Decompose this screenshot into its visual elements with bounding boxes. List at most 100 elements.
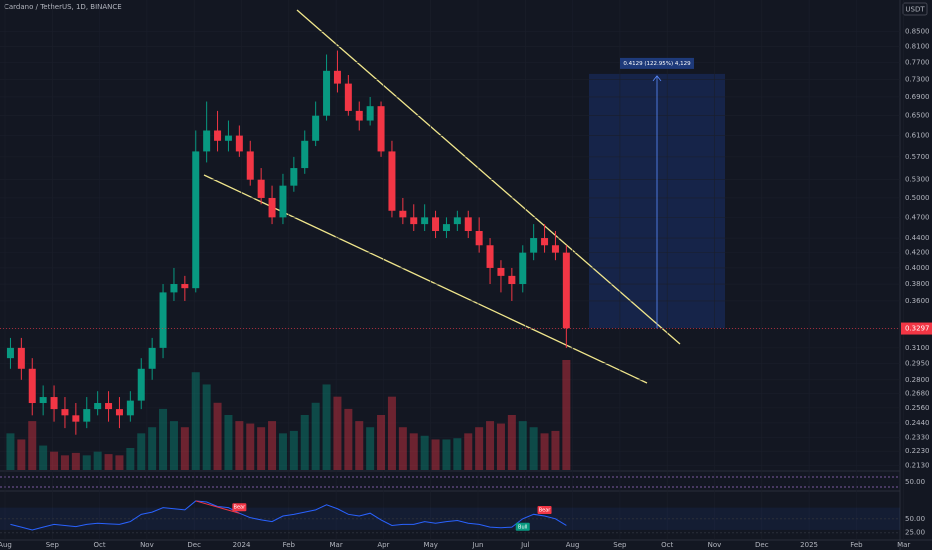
volume-bar <box>300 415 309 470</box>
candle-body <box>519 252 527 285</box>
candle-body <box>105 403 113 410</box>
volume-bar <box>17 439 26 470</box>
y-tick-label: 0.6500 <box>905 112 930 120</box>
y-tick-label: 0.3100 <box>905 344 930 352</box>
y-tick-label: 0.2680 <box>905 390 930 398</box>
volume-bar <box>202 384 211 470</box>
signal-label: Bear <box>539 508 552 514</box>
candle-body <box>192 151 200 289</box>
volume-bar <box>224 415 233 470</box>
volume-bar <box>104 454 113 470</box>
y-tick-label: 0.8100 <box>905 43 930 51</box>
y-tick-label: 0.5300 <box>905 176 930 184</box>
candle-body <box>181 284 189 289</box>
volume-bar <box>115 455 124 470</box>
rsi-tick-label: 25.00 <box>905 529 925 537</box>
candle-body <box>421 217 429 225</box>
candle-body <box>388 151 396 211</box>
candle-body <box>94 403 102 410</box>
candle-body <box>148 347 156 369</box>
volume-bar <box>71 452 80 470</box>
volume-bar <box>507 415 516 470</box>
candle-body <box>432 217 440 232</box>
volume-bar <box>268 421 277 470</box>
y-tick-label: 0.7700 <box>905 59 930 67</box>
candle-body <box>257 179 265 198</box>
candle-body <box>50 397 58 410</box>
volume-bar <box>93 451 102 470</box>
volume-bar <box>529 427 538 470</box>
candle-body <box>28 368 36 404</box>
volume-bar <box>420 435 429 470</box>
volume-bar <box>387 396 396 470</box>
volume-bar <box>486 421 495 470</box>
y-tick-label: 0.4400 <box>905 234 930 242</box>
currency-box <box>902 2 928 16</box>
candle-body <box>137 368 145 401</box>
position-label: 0.4129 (122.95%) 4,129 <box>623 61 691 67</box>
x-tick-label: Mar <box>329 541 342 549</box>
candle-body <box>126 400 134 416</box>
signal-box <box>232 503 247 512</box>
volume-bar <box>344 408 353 470</box>
volume-bar <box>366 427 375 470</box>
y-tick-label: 0.4000 <box>905 264 930 272</box>
volume-bar <box>159 408 168 470</box>
volume-bar <box>322 384 331 470</box>
x-tick-label: Oct <box>661 541 673 549</box>
candle-body <box>61 409 69 416</box>
last-price-label: 0.3297 <box>905 325 930 333</box>
candle-body <box>497 267 505 276</box>
y-tick-label: 0.8500 <box>905 28 930 36</box>
volume-bar <box>60 455 69 470</box>
candle-body <box>475 231 483 246</box>
y-tick-label: 0.2440 <box>905 419 930 427</box>
candle-body <box>399 210 407 218</box>
volume-bar <box>311 402 320 470</box>
trendline-lower <box>203 174 648 384</box>
candle-body <box>541 238 549 246</box>
candle-body <box>410 217 418 225</box>
x-tick-label: Apr <box>377 541 389 549</box>
candle-body <box>17 347 25 369</box>
volume-bar <box>82 455 91 470</box>
signal-box <box>515 522 530 531</box>
x-tick-label: Jun <box>472 541 484 549</box>
volume-bar <box>169 421 178 470</box>
candle-body <box>224 135 232 141</box>
candle-body <box>508 275 516 285</box>
candle-body <box>323 70 331 116</box>
x-tick-label: Aug <box>566 541 580 549</box>
candle-body <box>235 135 243 152</box>
y-tick-label: 0.2560 <box>905 404 930 412</box>
signal-box <box>537 506 552 514</box>
candle-body <box>453 217 461 225</box>
y-tick-label: 0.4200 <box>905 249 930 257</box>
y-tick-label: 0.2800 <box>905 376 930 384</box>
signal-label: Bear <box>234 505 247 511</box>
candle-body <box>214 130 222 141</box>
y-tick-label: 0.3800 <box>905 280 930 288</box>
trendline-upper <box>296 9 681 345</box>
x-tick-label: Nov <box>708 541 722 549</box>
currency: USDT <box>905 6 925 14</box>
x-tick-label: Nov <box>140 541 154 549</box>
x-tick-label: Sep <box>613 541 627 549</box>
candle-body <box>312 115 320 141</box>
x-tick-label: Aug <box>0 541 12 549</box>
volume-bar <box>126 448 135 470</box>
volume-bar <box>453 438 462 470</box>
candle-body <box>464 217 472 232</box>
candle-body <box>355 110 363 121</box>
y-tick-label: 0.5000 <box>905 194 930 202</box>
volume-bar <box>562 360 571 470</box>
volume-bar <box>464 433 473 470</box>
candle-body <box>268 197 276 218</box>
candle-body <box>377 106 385 152</box>
x-tick-label: Dec <box>187 541 201 549</box>
volume-bar <box>246 423 255 470</box>
rsi-tick-label: 50.00 <box>905 515 925 523</box>
y-tick-label: 0.6900 <box>905 93 930 101</box>
candle-body <box>6 347 14 359</box>
candle-body <box>530 238 538 253</box>
